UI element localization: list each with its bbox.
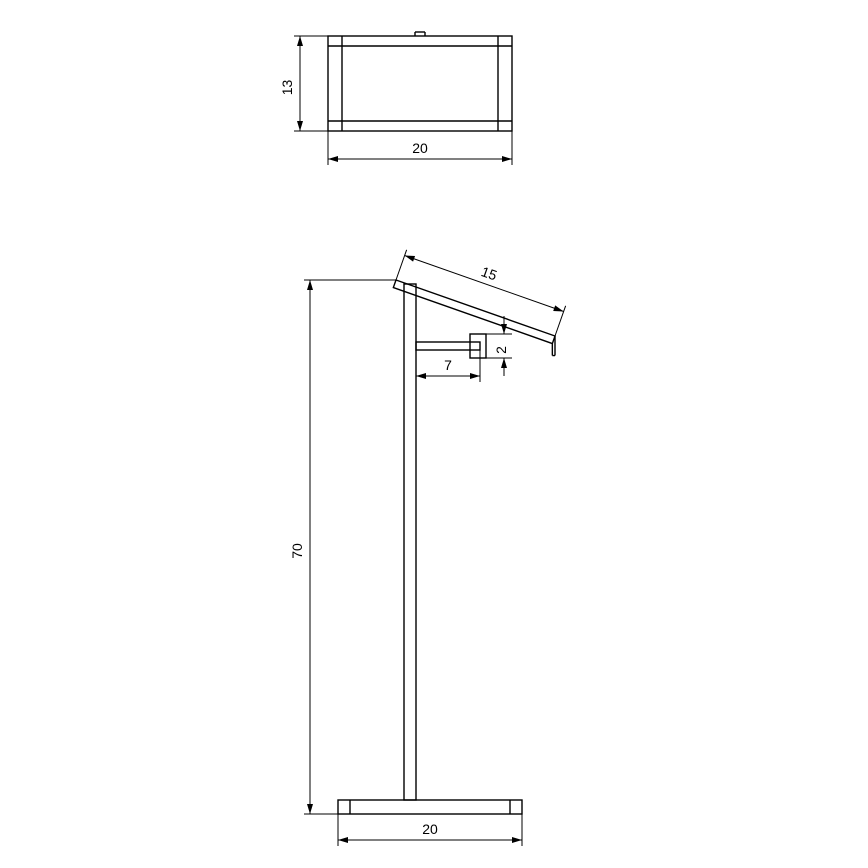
svg-text:20: 20 xyxy=(422,821,438,837)
svg-text:15: 15 xyxy=(479,263,499,283)
svg-text:7: 7 xyxy=(444,357,452,373)
svg-text:70: 70 xyxy=(289,543,305,559)
svg-text:20: 20 xyxy=(412,140,428,156)
svg-text:13: 13 xyxy=(279,80,295,96)
svg-text:2: 2 xyxy=(493,346,509,354)
